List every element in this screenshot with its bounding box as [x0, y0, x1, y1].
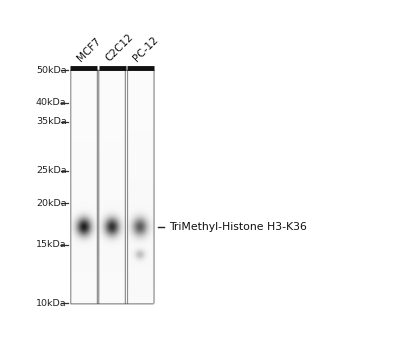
Text: MCF7: MCF7 — [75, 36, 102, 64]
Text: 15kDa: 15kDa — [36, 240, 66, 249]
Text: TriMethyl-Histone H3-K36: TriMethyl-Histone H3-K36 — [168, 222, 306, 232]
Text: 25kDa: 25kDa — [36, 166, 66, 175]
Text: PC-12: PC-12 — [132, 35, 160, 64]
Text: C2C12: C2C12 — [103, 32, 135, 64]
Text: 10kDa: 10kDa — [36, 299, 66, 308]
Text: 35kDa: 35kDa — [36, 118, 66, 126]
Text: 40kDa: 40kDa — [36, 98, 66, 107]
Text: 20kDa: 20kDa — [36, 198, 66, 208]
Text: 50kDa: 50kDa — [36, 66, 66, 75]
